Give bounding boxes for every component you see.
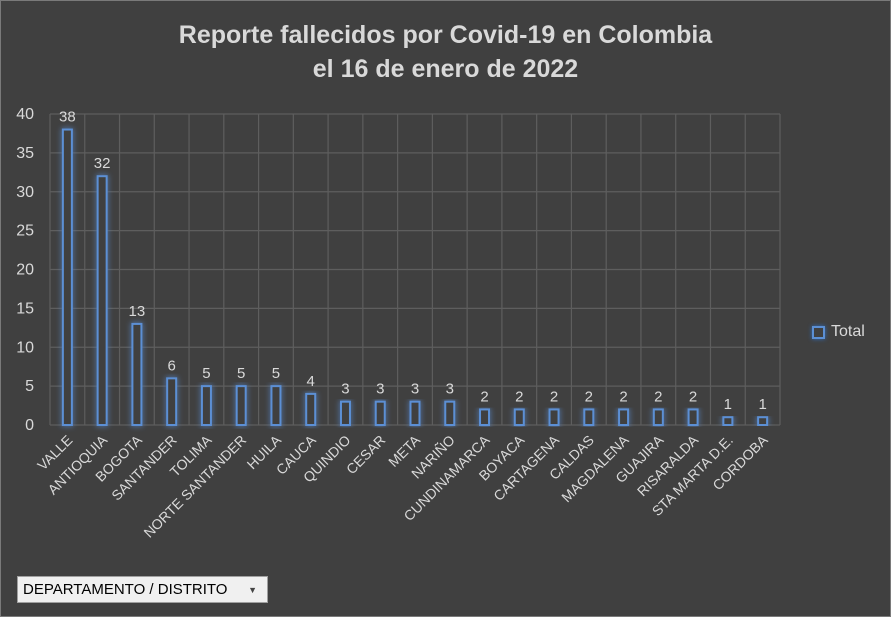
- field-filter-button[interactable]: DEPARTAMENTO / DISTRITO ▼: [17, 576, 268, 603]
- data-label: 6: [167, 357, 175, 374]
- bar: [444, 400, 456, 426]
- field-filter-label: DEPARTAMENTO / DISTRITO: [23, 581, 228, 598]
- y-tick-label: 10: [16, 339, 34, 356]
- data-label: 2: [619, 388, 627, 405]
- chart-title-line-2: el 16 de enero de 2022: [312, 55, 579, 83]
- data-label: 38: [59, 109, 76, 126]
- data-label: 13: [129, 303, 146, 320]
- dropdown-arrow-icon[interactable]: ▼: [248, 584, 257, 595]
- y-tick-label: 30: [16, 184, 34, 201]
- y-tick-label: 40: [16, 106, 34, 123]
- bar: [61, 128, 73, 427]
- bar: [96, 175, 108, 426]
- data-label: 32: [94, 155, 111, 172]
- bar: [757, 416, 769, 427]
- data-label: 2: [654, 388, 662, 405]
- bar: [687, 408, 699, 427]
- y-tick-label: 5: [25, 378, 34, 395]
- data-label: 1: [758, 396, 766, 413]
- y-tick-label: 35: [16, 145, 34, 162]
- data-label: 5: [272, 365, 280, 382]
- chart-title: Reporte fallecidos por Covid-19 en Colom…: [0, 18, 891, 86]
- bar: [583, 408, 595, 427]
- data-label: 2: [515, 388, 523, 405]
- bar: [548, 408, 560, 427]
- data-label: 3: [376, 381, 384, 398]
- chart-title-line-1: Reporte fallecidos por Covid-19 en Colom…: [178, 21, 713, 49]
- legend: Total: [812, 323, 865, 341]
- y-tick-label: 15: [16, 300, 34, 317]
- y-tick-label: 0: [25, 417, 34, 434]
- bar: [200, 385, 212, 426]
- legend-swatch-icon: [812, 325, 825, 339]
- bar: [374, 400, 386, 426]
- data-label: 2: [480, 388, 488, 405]
- bar: [270, 385, 282, 426]
- data-label: 3: [341, 381, 349, 398]
- bar: [618, 408, 630, 427]
- data-label: 3: [411, 381, 419, 398]
- bar: [409, 400, 421, 426]
- data-label: 5: [202, 365, 210, 382]
- data-label: 2: [550, 388, 558, 405]
- data-label: 4: [307, 373, 315, 390]
- bar: [235, 385, 247, 426]
- legend-label: Total: [831, 323, 865, 340]
- x-tick-label: CESAR: [343, 432, 388, 477]
- bar: [166, 377, 178, 427]
- bar: [131, 322, 143, 426]
- bar: [339, 400, 351, 426]
- bar: [513, 408, 525, 427]
- bar: [722, 416, 734, 427]
- data-label: 5: [237, 365, 245, 382]
- y-tick-label: 25: [16, 223, 34, 240]
- data-label: 3: [446, 381, 454, 398]
- bar: [479, 408, 491, 427]
- y-tick-label: 20: [16, 262, 34, 279]
- data-label: 1: [724, 396, 732, 413]
- data-label: 2: [585, 388, 593, 405]
- bar: [305, 392, 317, 426]
- bar: [652, 408, 664, 427]
- data-label: 2: [689, 388, 697, 405]
